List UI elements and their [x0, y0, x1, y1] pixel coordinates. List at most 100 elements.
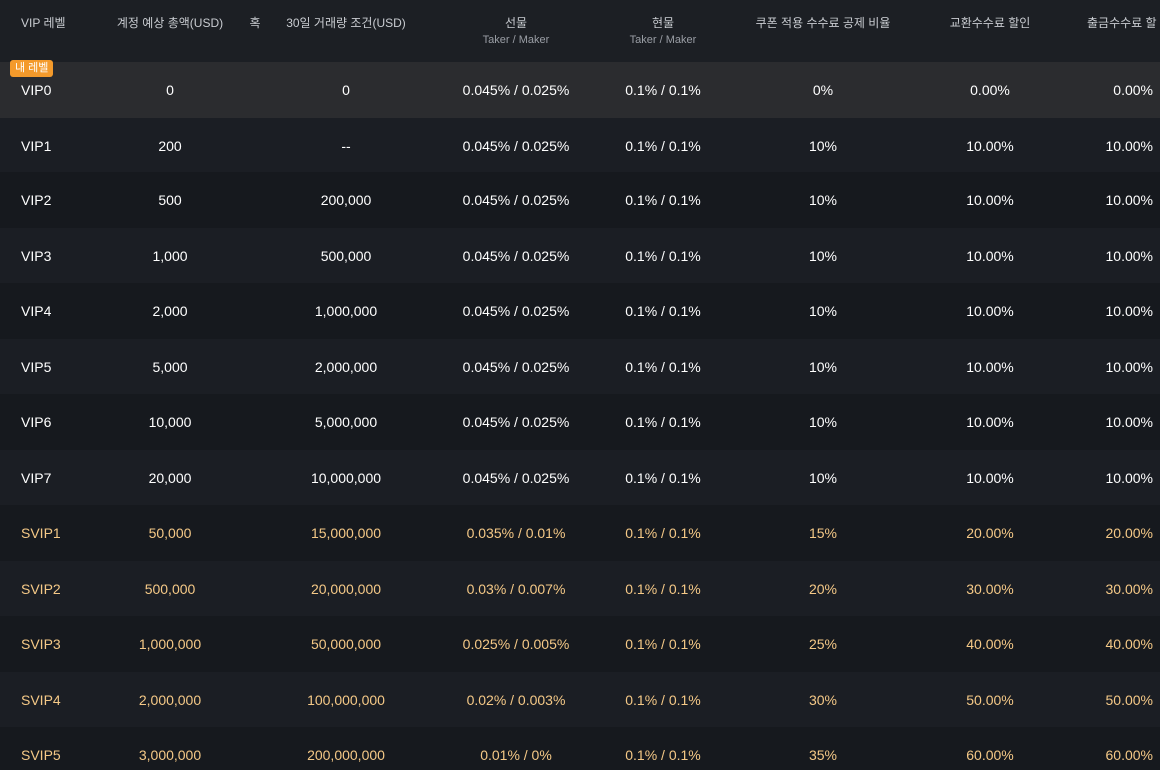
cell-exchange-discount: 10.00%	[966, 470, 1014, 486]
table-row: VIP7 20,000 10,000,000 0.045% / 0.025% 0.1% …	[0, 450, 1160, 506]
cell-vip-level: VIP0	[21, 82, 52, 98]
cell-futures-fee: 0.045% / 0.025%	[462, 248, 570, 264]
cell-spot-fee: 0.1% / 0.1%	[625, 192, 701, 208]
cell-futures-fee: 0.045% / 0.025%	[462, 359, 570, 375]
cell-vip-level: SVIP3	[21, 636, 61, 652]
cell-futures-fee: 0.045% / 0.025%	[462, 138, 570, 154]
cell-30d-volume: --	[341, 138, 351, 154]
cell-futures-fee: 0.045% / 0.025%	[462, 414, 570, 430]
cell-exchange-discount: 10.00%	[966, 248, 1014, 264]
cell-withdraw-discount: 10.00%	[1105, 248, 1153, 264]
table-row: SVIP2 500,000 20,000,000 0.03% / 0.007% 0.1%…	[0, 561, 1160, 617]
cell-account-assets: 10,000	[148, 414, 192, 430]
cell-coupon-ratio: 25%	[808, 636, 838, 652]
table-row: VIP4 2,000 1,000,000 0.045% / 0.025% 0.1% / …	[0, 283, 1160, 339]
cell-account-assets: 500,000	[144, 581, 196, 597]
cell-futures-fee: 0.03% / 0.007%	[466, 581, 566, 597]
cell-coupon-ratio: 20%	[808, 581, 838, 597]
table-row: SVIP4 2,000,000 100,000,000 0.02% / 0.003% 0…	[0, 672, 1160, 728]
cell-vip-level: VIP3	[21, 248, 52, 264]
cell-30d-volume: 50,000,000	[310, 636, 382, 652]
cell-futures-fee: 0.045% / 0.025%	[462, 82, 570, 98]
cell-coupon-ratio: 10%	[808, 138, 838, 154]
header-spot: 현물 Taker / Maker	[630, 14, 697, 48]
header-futures-sub: Taker / Maker	[482, 34, 550, 46]
header-withdraw-discount: 출금수수료 할	[1087, 16, 1157, 30]
cell-vip-level: VIP2	[21, 192, 52, 208]
cell-spot-fee: 0.1% / 0.1%	[625, 248, 701, 264]
cell-coupon-ratio: 35%	[808, 747, 838, 763]
cell-spot-fee: 0.1% / 0.1%	[625, 525, 701, 541]
header-coupon-ratio: 쿠폰 적용 수수료 공제 비율	[755, 16, 891, 30]
header-spot-sub: Taker / Maker	[629, 34, 697, 46]
header-30d-volume: 30일 거래량 조건(USD)	[286, 16, 406, 30]
cell-exchange-discount: 0.00%	[970, 82, 1010, 98]
cell-spot-fee: 0.1% / 0.1%	[625, 82, 701, 98]
cell-futures-fee: 0.01% / 0%	[480, 747, 552, 763]
cell-spot-fee: 0.1% / 0.1%	[625, 581, 701, 597]
cell-exchange-discount: 10.00%	[966, 414, 1014, 430]
cell-spot-fee: 0.1% / 0.1%	[625, 636, 701, 652]
cell-30d-volume: 15,000,000	[310, 525, 382, 541]
cell-spot-fee: 0.1% / 0.1%	[625, 303, 701, 319]
cell-spot-fee: 0.1% / 0.1%	[625, 414, 701, 430]
header-spot-label: 현물	[651, 16, 675, 30]
cell-exchange-discount: 60.00%	[966, 747, 1014, 763]
cell-exchange-discount: 40.00%	[966, 636, 1014, 652]
cell-coupon-ratio: 10%	[808, 470, 838, 486]
cell-30d-volume: 200,000,000	[307, 747, 385, 763]
cell-30d-volume: 500,000	[320, 248, 372, 264]
cell-coupon-ratio: 30%	[808, 692, 838, 708]
cell-account-assets: 5,000	[152, 359, 188, 375]
cell-withdraw-discount: 10.00%	[1105, 359, 1153, 375]
cell-30d-volume: 200,000	[320, 192, 372, 208]
cell-exchange-discount: 10.00%	[966, 359, 1014, 375]
cell-exchange-discount: 10.00%	[966, 138, 1014, 154]
table-header: VIP 레벨 계정 예상 총액(USD) 혹 30일 거래량 조건(USD) 선…	[0, 0, 1160, 62]
cell-withdraw-discount: 20.00%	[1105, 525, 1153, 541]
header-account-assets: 계정 예상 총액(USD)	[116, 16, 224, 30]
cell-withdraw-discount: 30.00%	[1105, 581, 1153, 597]
cell-account-assets: 20,000	[148, 470, 192, 486]
cell-vip-level: VIP1	[21, 138, 52, 154]
cell-futures-fee: 0.045% / 0.025%	[462, 192, 570, 208]
cell-vip-level: SVIP4	[21, 692, 61, 708]
cell-exchange-discount: 20.00%	[966, 525, 1014, 541]
cell-futures-fee: 0.045% / 0.025%	[462, 303, 570, 319]
header-vip-level: VIP 레벨	[21, 16, 66, 30]
table-row: VIP1 200 -- 0.045% / 0.025% 0.1% / 0.1% 10% 10…	[0, 118, 1160, 174]
cell-vip-level: VIP6	[21, 414, 52, 430]
cell-vip-level: VIP7	[21, 470, 52, 486]
cell-exchange-discount: 30.00%	[966, 581, 1014, 597]
cell-withdraw-discount: 0.00%	[1113, 82, 1153, 98]
cell-withdraw-discount: 10.00%	[1105, 414, 1153, 430]
header-or: 혹	[249, 16, 261, 30]
cell-futures-fee: 0.035% / 0.01%	[466, 525, 566, 541]
cell-exchange-discount: 10.00%	[966, 192, 1014, 208]
cell-exchange-discount: 10.00%	[966, 303, 1014, 319]
cell-spot-fee: 0.1% / 0.1%	[625, 692, 701, 708]
table-row: VIP2 500 200,000 0.045% / 0.025% 0.1% / 0.1%…	[0, 172, 1160, 228]
cell-account-assets: 0	[166, 82, 174, 98]
table-row: VIP5 5,000 2,000,000 0.045% / 0.025% 0.1% / …	[0, 339, 1160, 395]
cell-withdraw-discount: 10.00%	[1105, 303, 1153, 319]
my-level-badge: 내 레벨	[10, 60, 54, 77]
table-row: VIP0 0 0 0.045% / 0.025% 0.1% / 0.1% 0% 0.00% 0…	[0, 60, 1160, 118]
cell-futures-fee: 0.02% / 0.003%	[466, 692, 566, 708]
cell-30d-volume: 20,000,000	[310, 581, 382, 597]
cell-account-assets: 2,000,000	[138, 692, 202, 708]
cell-vip-level: VIP4	[21, 303, 52, 319]
cell-exchange-discount: 50.00%	[966, 692, 1014, 708]
cell-spot-fee: 0.1% / 0.1%	[625, 359, 701, 375]
cell-account-assets: 3,000,000	[138, 747, 202, 763]
cell-spot-fee: 0.1% / 0.1%	[625, 138, 701, 154]
cell-coupon-ratio: 0%	[812, 82, 834, 98]
cell-coupon-ratio: 10%	[808, 248, 838, 264]
cell-30d-volume: 100,000,000	[307, 692, 385, 708]
cell-30d-volume: 1,000,000	[314, 303, 378, 319]
cell-account-assets: 50,000	[148, 525, 192, 541]
table-row: SVIP1 50,000 15,000,000 0.035% / 0.01% 0.1% …	[0, 505, 1160, 561]
table-row: VIP3 1,000 500,000 0.045% / 0.025% 0.1% / 0.…	[0, 228, 1160, 284]
cell-withdraw-discount: 40.00%	[1105, 636, 1153, 652]
